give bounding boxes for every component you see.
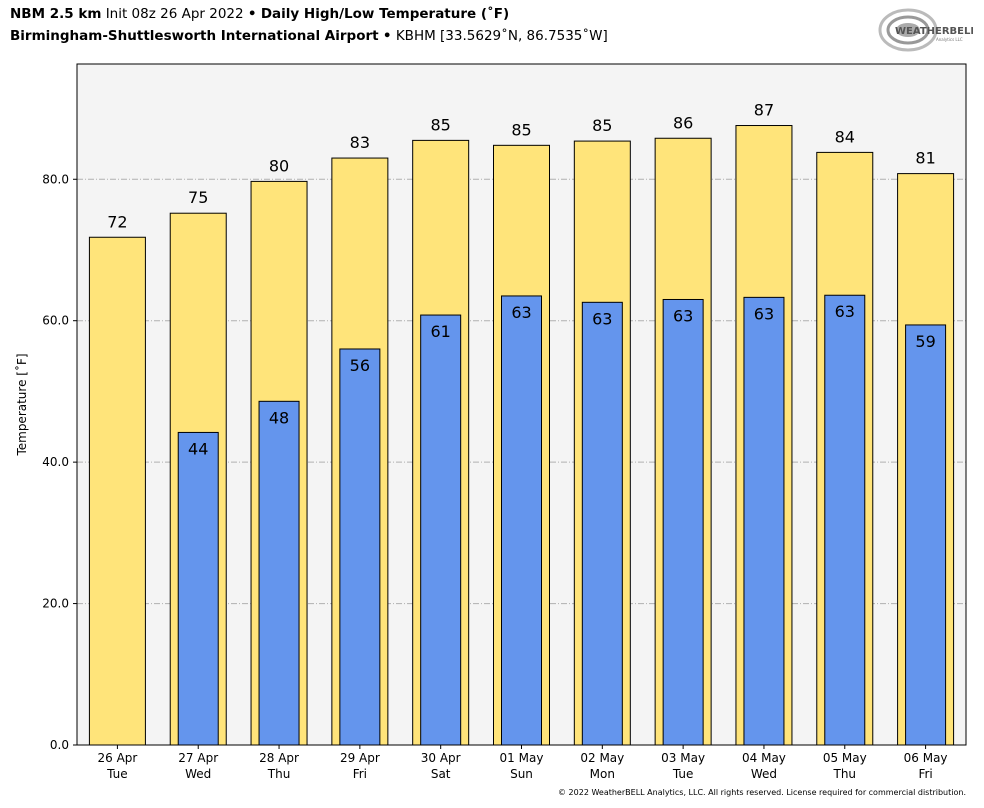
- x-tick-date: 29 Apr: [340, 751, 380, 765]
- y-tick-label: 20.0: [42, 597, 69, 611]
- low-bar: [339, 348, 381, 746]
- x-tick-day: Thu: [267, 767, 291, 781]
- high-label: 72: [107, 212, 127, 231]
- copyright-text: © 2022 WeatherBELL Analytics, LLC. All r…: [558, 788, 966, 797]
- model-name: NBM 2.5 km: [10, 6, 102, 22]
- x-tick-day: Sun: [510, 767, 533, 781]
- high-label: 81: [915, 149, 935, 168]
- low-bar: [177, 431, 219, 746]
- low-label: 63: [592, 309, 612, 328]
- x-tick-date: 27 Apr: [178, 751, 218, 765]
- y-tick-label: 80.0: [42, 172, 69, 186]
- low-label: 56: [350, 356, 370, 375]
- x-tick-day: Tue: [672, 767, 694, 781]
- x-tick-day: Wed: [751, 767, 777, 781]
- high-label: 85: [592, 116, 612, 135]
- x-tick-date: 28 Apr: [259, 751, 299, 765]
- high-label: 85: [511, 120, 531, 139]
- x-tick-day: Mon: [590, 767, 615, 781]
- x-tick-date: 03 May: [661, 751, 705, 765]
- low-bar: [420, 314, 462, 746]
- station-info: KBHM [33.5629˚N, 86.7535˚W]: [395, 28, 608, 44]
- x-tick-day: Wed: [185, 767, 211, 781]
- low-label: 63: [835, 302, 855, 321]
- x-tick-day: Fri: [353, 767, 367, 781]
- high-label: 85: [431, 115, 451, 134]
- low-bar: [258, 400, 300, 746]
- svg-text:WEATHERBELL: WEATHERBELL: [895, 26, 973, 37]
- low-bar: [581, 301, 623, 746]
- x-tick-day: Thu: [832, 767, 856, 781]
- low-bar: [824, 294, 866, 746]
- y-tick-label: 60.0: [42, 314, 69, 328]
- low-label: 59: [915, 332, 935, 351]
- plot-frame: [76, 63, 967, 746]
- low-bar: [743, 296, 785, 746]
- x-tick-date: 05 May: [823, 751, 867, 765]
- y-axis-label: Temperature [˚F]: [14, 353, 29, 456]
- low-label: 63: [673, 306, 693, 325]
- low-label: 63: [754, 304, 774, 323]
- low-bar: [905, 324, 947, 746]
- x-tick-date: 04 May: [742, 751, 786, 765]
- high-label: 84: [835, 127, 855, 146]
- x-tick-day: Sat: [431, 767, 451, 781]
- high-bar: [88, 236, 146, 746]
- x-tick-day: Tue: [106, 767, 128, 781]
- y-tick-label: 0.0: [50, 738, 69, 752]
- low-bar: [501, 295, 542, 746]
- x-tick-date: 01 May: [500, 751, 544, 765]
- high-label: 87: [754, 101, 774, 120]
- x-tick-date: 06 May: [904, 751, 948, 765]
- low-label: 61: [431, 322, 451, 341]
- weatherbell-logo: WEATHERBELL Analytics LLC: [878, 8, 973, 52]
- product-title: Daily High/Low Temperature (˚F): [260, 6, 510, 22]
- high-label: 80: [269, 156, 289, 175]
- station-name: Birmingham-Shuttlesworth International A…: [10, 28, 379, 44]
- separator: •: [382, 28, 392, 44]
- low-label: 48: [269, 408, 289, 427]
- high-label: 83: [350, 133, 370, 152]
- low-label: 63: [511, 303, 531, 322]
- svg-text:Analytics LLC: Analytics LLC: [936, 37, 963, 42]
- x-tick-day: Fri: [918, 767, 932, 781]
- header-line-1: NBM 2.5 km Init 08z 26 Apr 2022 • Daily …: [10, 6, 509, 22]
- low-label: 44: [188, 439, 208, 458]
- init-time: Init 08z 26 Apr 2022: [105, 6, 244, 22]
- y-tick-label: 40.0: [42, 455, 69, 469]
- header-line-2: Birmingham-Shuttlesworth International A…: [10, 28, 608, 44]
- x-tick-date: 02 May: [580, 751, 624, 765]
- separator: •: [247, 6, 257, 22]
- x-tick-date: 30 Apr: [421, 751, 461, 765]
- low-bar: [662, 298, 704, 746]
- x-tick-date: 26 Apr: [97, 751, 137, 765]
- high-label: 75: [188, 188, 208, 207]
- high-label: 86: [673, 113, 693, 132]
